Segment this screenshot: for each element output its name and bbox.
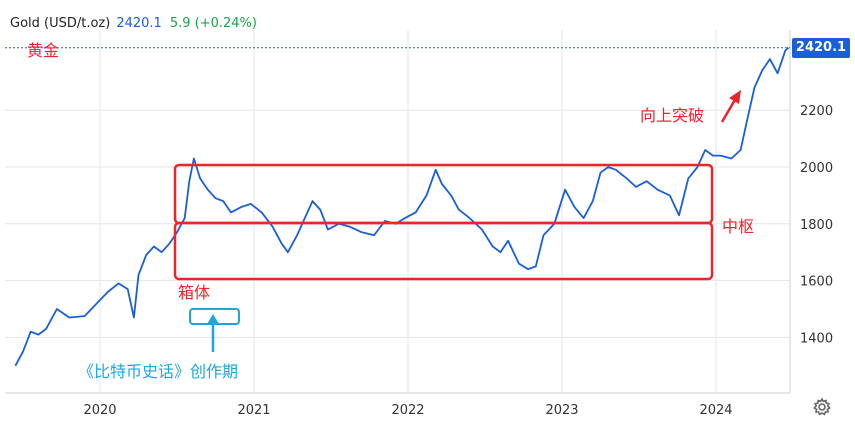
x-tick-label: 2022 xyxy=(391,403,424,418)
y-tick-label: 1400 xyxy=(800,331,833,346)
label-creation-period: 《比特币史话》创作期 xyxy=(78,362,238,381)
y-tick-label: 2200 xyxy=(800,104,833,119)
gear-icon[interactable] xyxy=(812,397,832,417)
last-price-badge: 2420.1 xyxy=(792,38,850,58)
chart-grid xyxy=(5,30,791,394)
lower-box-zhongshu xyxy=(173,221,714,281)
price-change: 5.9 (+0.24%) xyxy=(169,16,257,31)
x-tick-label: 2023 xyxy=(545,403,578,418)
breakout-arrow-shaft xyxy=(720,97,738,123)
gold-price-line xyxy=(14,47,790,367)
label-zhongshu: 中枢 xyxy=(722,217,754,236)
current-price: 2420.1 xyxy=(116,16,162,31)
x-tick-label: 2020 xyxy=(83,403,116,418)
label-breakout: 向上突破 xyxy=(640,106,704,125)
y-tick-label: 1800 xyxy=(800,218,833,233)
x-tick-label: 2024 xyxy=(699,403,732,418)
y-axis-tick-labels: 1400 1600 1800 2000 2200 xyxy=(800,104,833,346)
x-tick-label: 2021 xyxy=(237,403,270,418)
upper-box xyxy=(173,163,714,225)
symbol-label: Gold (USD/t.oz) xyxy=(10,16,111,31)
period-arrow-head xyxy=(207,314,219,324)
label-box: 箱体 xyxy=(178,283,210,302)
breakout-arrow-head xyxy=(729,90,741,104)
x-axis-tick-labels: 2020 2021 2022 2023 2024 xyxy=(83,403,732,418)
y-tick-label: 2000 xyxy=(800,161,833,176)
label-gold: 黄金 xyxy=(27,41,59,60)
chart-header: Gold (USD/t.oz) 2420.1 5.9 (+0.24%) xyxy=(10,16,257,31)
y-tick-label: 1600 xyxy=(800,275,833,290)
